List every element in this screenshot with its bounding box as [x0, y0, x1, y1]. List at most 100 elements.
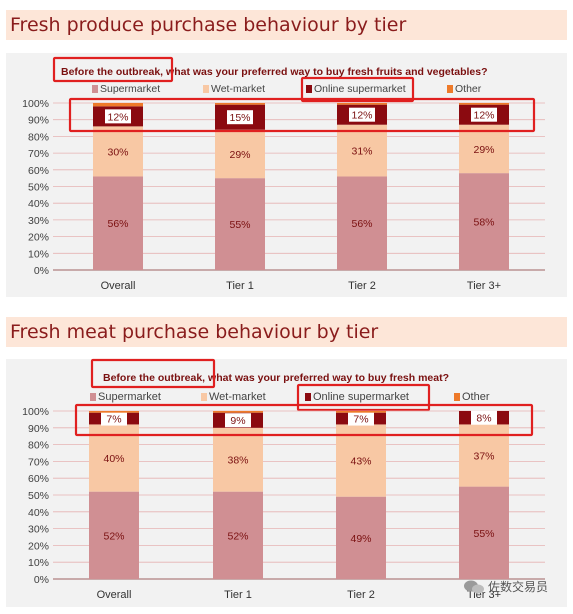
data-label: 40%: [103, 453, 124, 465]
data-label: 30%: [107, 146, 128, 158]
bar-segment: [337, 103, 387, 105]
x-category-label: Tier 1: [226, 280, 254, 292]
data-label: 55%: [473, 528, 494, 540]
data-label: 38%: [227, 455, 248, 467]
data-label-bg: [105, 109, 131, 124]
y-tick-label: 90%: [28, 115, 49, 127]
bar-segment: [459, 124, 509, 174]
question-rest: what was your preferred way to buy fresh…: [205, 372, 449, 384]
data-label: 56%: [351, 218, 372, 230]
legend-label: Supermarket: [98, 391, 161, 403]
legend-swatch: [92, 85, 98, 93]
data-label: 56%: [107, 218, 128, 230]
bar-segment: [336, 496, 386, 579]
question-rest: what was your preferred way to buy fresh…: [163, 66, 487, 78]
y-tick-label: 40%: [28, 507, 49, 519]
legend-swatch: [90, 393, 96, 401]
data-label-bg: [348, 411, 374, 426]
data-label: 52%: [227, 530, 248, 542]
bar-segment: [459, 486, 509, 579]
legend-label: Online supermarket: [313, 391, 409, 403]
legend-label: Supermarket: [100, 83, 160, 95]
y-tick-label: 30%: [28, 215, 49, 227]
y-tick-label: 0%: [34, 574, 49, 586]
produce-stacked-bar-chart: Before the outbreak, what was your prefe…: [22, 56, 545, 292]
data-label: 49%: [350, 533, 371, 545]
y-tick-label: 70%: [28, 456, 49, 468]
question-highlight: Before the outbreak,: [61, 66, 163, 78]
question-highlight-box: [90, 358, 216, 389]
bar-segment: [213, 491, 263, 579]
x-category-label: Overall: [101, 280, 136, 292]
data-label: 12%: [473, 110, 494, 122]
legend-label: Wet-market: [209, 391, 266, 403]
y-tick-label: 60%: [28, 165, 49, 177]
bar-segment: [215, 178, 265, 270]
legend-swatch: [203, 85, 209, 93]
data-label-bg: [349, 107, 375, 122]
data-label-bg: [471, 410, 497, 425]
x-category-label: Overall: [97, 589, 132, 601]
bar-segment: [93, 176, 143, 270]
bar-segment: [215, 129, 265, 179]
data-label: 9%: [230, 415, 245, 427]
x-category-label: Tier 2: [347, 589, 375, 601]
bar-segment: [93, 103, 143, 107]
y-tick-label: 40%: [28, 198, 49, 210]
data-label-bg: [471, 107, 497, 122]
y-tick-label: 0%: [34, 265, 49, 277]
legend-label: Wet-market: [211, 83, 265, 95]
y-tick-label: 100%: [22, 98, 49, 110]
bar-segment: [213, 411, 263, 413]
data-label-bg: [227, 110, 253, 125]
y-tick-label: 90%: [28, 423, 49, 435]
legend-swatch: [306, 85, 312, 93]
legend-label: Other: [455, 83, 482, 95]
data-label: 55%: [229, 219, 250, 231]
data-label: 15%: [229, 112, 250, 124]
data-label: 31%: [351, 146, 372, 158]
y-tick-label: 50%: [28, 182, 49, 194]
y-tick-label: 10%: [28, 557, 49, 569]
bar-segment: [459, 173, 509, 270]
data-label: 37%: [473, 451, 494, 463]
bar-segment: [89, 411, 139, 413]
meat-section-title: Fresh meat purchase behaviour by tier: [6, 317, 567, 347]
legend-highlight-box: [296, 383, 431, 412]
data-label: 29%: [473, 144, 494, 156]
y-tick-label: 50%: [28, 490, 49, 502]
y-tick-label: 70%: [28, 148, 49, 160]
y-tick-label: 20%: [28, 232, 49, 244]
y-tick-label: 100%: [22, 406, 49, 418]
data-label: 12%: [351, 110, 372, 122]
data-label-bg: [225, 413, 251, 428]
online-supermarket-highlight-box: [68, 97, 536, 133]
bar-segment: [336, 411, 386, 413]
bar-segment: [459, 103, 509, 105]
legend-label: Online supermarket: [314, 83, 406, 95]
bar-segment: [89, 491, 139, 579]
y-tick-label: 60%: [28, 473, 49, 485]
data-label-bg: [101, 411, 127, 426]
y-tick-label: 30%: [28, 524, 49, 536]
bar-segment: [336, 424, 386, 497]
data-label: 43%: [350, 456, 371, 468]
y-tick-label: 80%: [28, 131, 49, 143]
chart-question: Before the outbreak, what was your prefe…: [61, 66, 488, 78]
chart-question: Before the outbreak, what was your prefe…: [103, 372, 449, 384]
question-highlight-box: [52, 56, 174, 83]
x-category-label: Tier 2: [348, 280, 376, 292]
data-label: 58%: [473, 217, 494, 229]
legend-swatch: [305, 393, 311, 401]
y-tick-label: 20%: [28, 540, 49, 552]
question-highlight: Before the outbreak,: [103, 372, 205, 384]
legend-highlight-box: [300, 76, 415, 103]
data-label: 29%: [229, 149, 250, 161]
legend-swatch: [201, 393, 207, 401]
y-tick-label: 10%: [28, 248, 49, 260]
produce-section-title: Fresh produce purchase behaviour by tier: [6, 10, 567, 40]
watermark-text: 佐数交易员: [488, 580, 549, 594]
bar-segment: [337, 176, 387, 270]
y-tick-label: 80%: [28, 440, 49, 452]
